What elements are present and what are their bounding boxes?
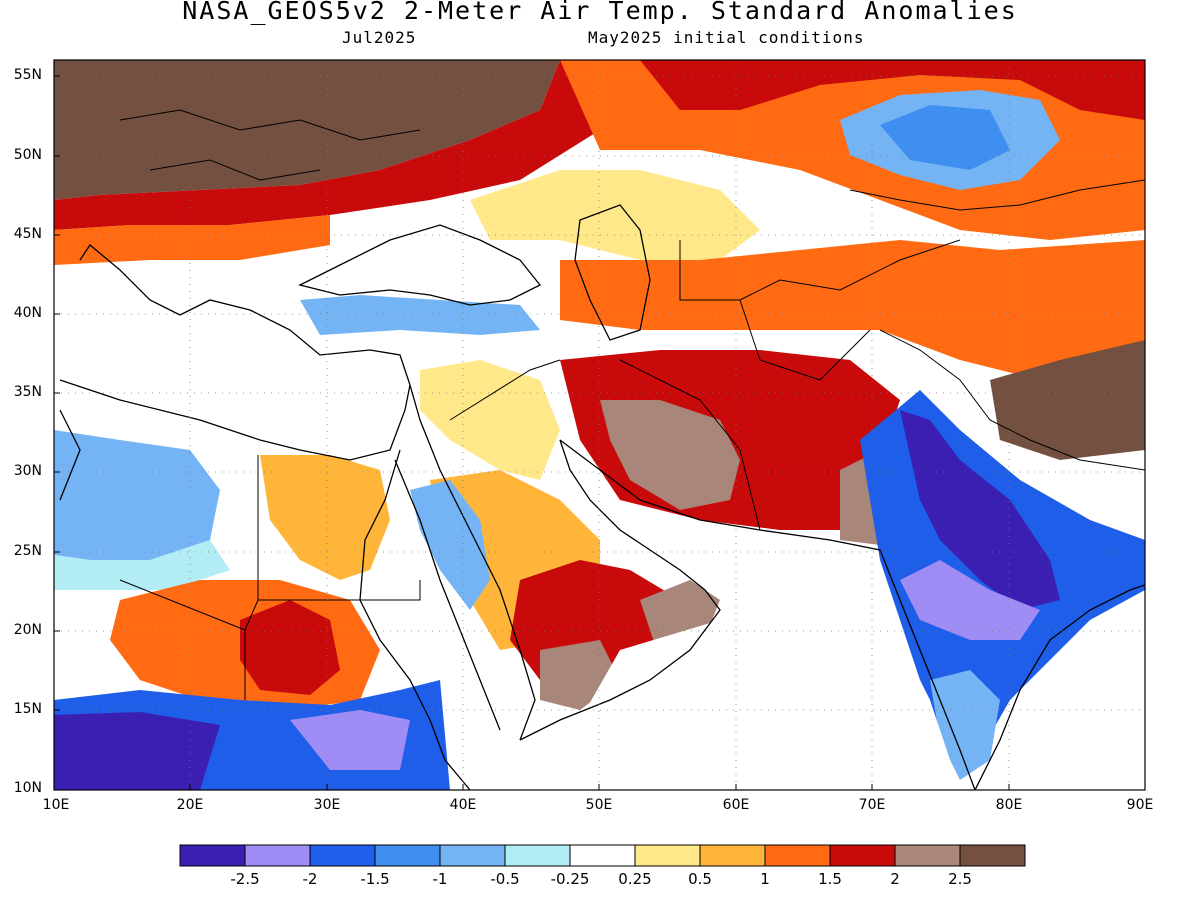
map-title: NASA_GEOS5v2 2-Meter Air Temp. Standard … <box>182 0 1018 25</box>
anomaly-region-sudan-orange <box>260 455 390 580</box>
colorbar-label: -2.5 <box>230 870 260 888</box>
colorbar-swatch <box>439 844 506 867</box>
lon-label-80e: 80E <box>995 797 1023 813</box>
axis-ticks <box>54 75 1010 790</box>
lon-label-60e: 60E <box>722 797 750 813</box>
colorbar-swatch <box>959 844 1026 867</box>
lat-label-55n: 55N <box>13 67 42 83</box>
anomaly-region-sahara-blue <box>54 430 220 560</box>
lon-label-20e: 20E <box>176 797 204 813</box>
lat-label-30n: 30N <box>13 463 42 479</box>
anomaly-region-balkans-orange <box>54 215 330 265</box>
colorbar-label: 2.5 <box>948 870 972 888</box>
lat-label-20n: 20N <box>13 622 42 638</box>
lon-label-40e: 40E <box>449 797 477 813</box>
lon-label-30e: 30E <box>313 797 341 813</box>
lon-label-90e: 90E <box>1126 797 1154 813</box>
lat-label-40n: 40N <box>13 305 42 321</box>
anomaly-region-siberia-blue-core <box>880 105 1010 170</box>
colorbar-label: -2 <box>302 870 318 888</box>
valid-month: Jul2025 <box>342 28 417 47</box>
colorbar-label: 1 <box>760 870 770 888</box>
colorbar-swatch <box>829 844 896 867</box>
colorbar-swatch <box>244 844 311 867</box>
lat-label-10n: 10N <box>13 780 42 796</box>
colorbar-swatch <box>699 844 766 867</box>
colorbar-swatch <box>504 844 571 867</box>
colorbar <box>179 844 1026 867</box>
colorbar-swatch <box>374 844 441 867</box>
colorbar-label: 1.5 <box>818 870 842 888</box>
anomaly-region-sahara-lightblue <box>54 540 230 590</box>
colorbar-label: 0.5 <box>688 870 712 888</box>
anomaly-region-chad-red <box>240 600 340 695</box>
lat-label-35n: 35N <box>13 384 42 400</box>
lat-label-45n: 45N <box>13 226 42 242</box>
anomaly-region-sahel-purple <box>54 712 220 790</box>
colorbar-label: -1.5 <box>360 870 390 888</box>
colorbar-swatch <box>764 844 831 867</box>
init-conditions: May2025 initial conditions <box>588 28 865 47</box>
coastlines <box>59 204 1145 790</box>
anomaly-region-indian-ocean-white <box>560 590 960 790</box>
anomaly-region-russia-red <box>640 60 1145 120</box>
anomaly-region-kazakh-yellow <box>470 170 760 260</box>
anomaly-region-iraq-yellow <box>420 360 560 480</box>
anomaly-region-india-violet <box>900 560 1040 640</box>
anomaly-region-central-asia-orange <box>560 240 1145 380</box>
anomaly-region-turkey-blue <box>300 295 540 335</box>
colorbar-label: -0.25 <box>550 870 590 888</box>
lat-label-50n: 50N <box>13 147 42 163</box>
colorbar-label: -1 <box>432 870 448 888</box>
colorbar-label: 2 <box>890 870 900 888</box>
colorbar-swatch <box>569 844 636 867</box>
lon-label-10e: 10E <box>42 797 70 813</box>
colorbar-swatch <box>634 844 701 867</box>
anomaly-region-iran-brown <box>600 400 740 510</box>
anomaly-region-india-purple <box>900 410 1060 610</box>
lat-label-25n: 25N <box>13 543 42 559</box>
lon-label-50e: 50E <box>585 797 613 813</box>
anomaly-region-arabia-blue <box>410 480 490 610</box>
anomaly-region-tibet-brown <box>990 340 1145 460</box>
colorbar-swatch <box>179 844 246 867</box>
anomaly-region-sahel-violet <box>290 710 410 770</box>
colorbar-label: 0.25 <box>618 870 652 888</box>
lon-label-70e: 70E <box>858 797 886 813</box>
anomaly-field <box>54 60 1145 790</box>
colorbar-swatch <box>894 844 961 867</box>
lat-label-15n: 15N <box>13 701 42 717</box>
country-borders <box>119 109 1145 700</box>
colorbar-label: -0.5 <box>490 870 520 888</box>
colorbar-swatch <box>309 844 376 867</box>
graticule <box>54 60 1145 790</box>
